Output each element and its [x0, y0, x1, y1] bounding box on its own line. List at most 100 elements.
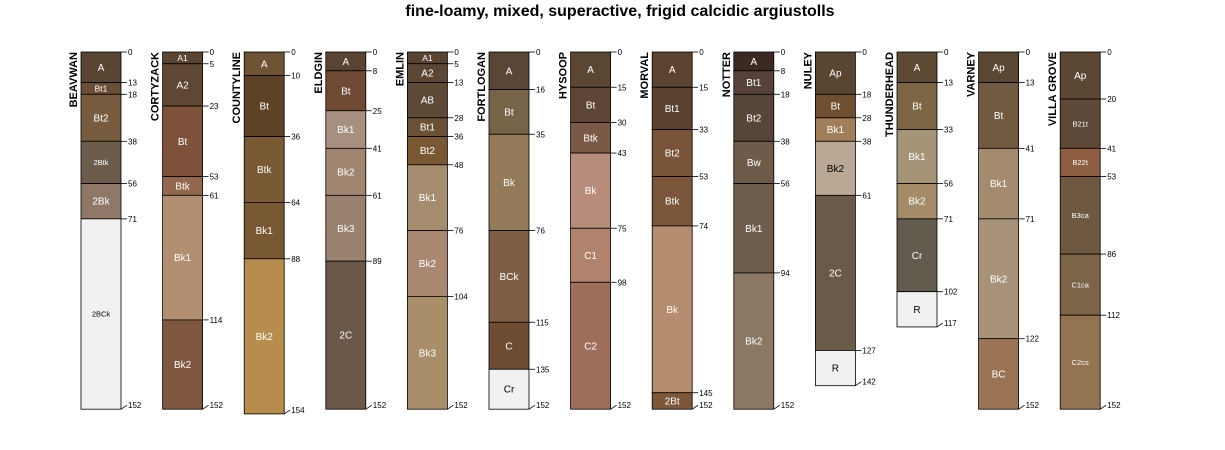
- horizon-label: Bk3: [337, 224, 355, 235]
- horizon-label: Cr: [912, 251, 923, 262]
- horizon-label: BC: [992, 369, 1006, 380]
- depth-label: 38: [128, 137, 137, 146]
- horizon-label: C: [505, 341, 512, 352]
- horizon-label: Cr: [504, 385, 515, 396]
- depth-label: 135: [536, 365, 550, 374]
- depth-tick: [202, 404, 209, 410]
- horizon-label: Bt2: [746, 113, 761, 124]
- depth-label: 18: [128, 90, 137, 99]
- profile-name: ELDGIN: [313, 52, 325, 94]
- horizon-label: B3ca: [1072, 211, 1090, 220]
- depth-label: 41: [373, 144, 382, 153]
- depth-label: 71: [944, 215, 953, 224]
- depth-label: 56: [128, 180, 137, 189]
- depth-tick: [365, 404, 373, 410]
- horizon-ab: [406, 82, 448, 119]
- depth-tick: [691, 404, 699, 410]
- depth-label: 142: [862, 378, 876, 387]
- horizon-bk2: [325, 147, 367, 196]
- depth-label: 0: [128, 48, 133, 57]
- horizon-btk: [243, 136, 285, 203]
- profile-notter: NOTTER A Bt1 Bt2 Bw Bk1 Bk2 0 8 18 38 56 94 152: [721, 48, 795, 410]
- horizon-label: 2BCk: [92, 310, 111, 319]
- depth-tick: [610, 404, 617, 410]
- depth-label: 0: [291, 48, 296, 57]
- depth-tick: [120, 404, 128, 410]
- horizon-bk2: [978, 218, 1019, 340]
- horizon-label: Bt1: [420, 123, 435, 134]
- profile-hysoop: HYSOOP A Bt Btk Bk C1 C2 0 15 30 43 75 98 152: [558, 48, 632, 410]
- depth-label: 152: [210, 401, 224, 410]
- horizon-bt: [978, 82, 1019, 149]
- horizon-label: B21t: [1072, 119, 1088, 128]
- horizon-label: C2cs: [1072, 358, 1089, 367]
- profile-name: FORTLOGAN: [476, 52, 488, 122]
- profile-emlin: EMLIN A1 A2 AB Bt1 Bt2 Bk1 Bk2 Bk3 0 5 13 28 36 48 76 10…: [394, 48, 468, 410]
- horizon-label: Ap: [992, 63, 1005, 74]
- horizon-label: A: [669, 65, 676, 76]
- horizon-bt: [488, 89, 530, 135]
- profile-eldgin: ELDGIN A Bt Bk1 Bk2 Bk3 2C 0 8 25 41 61 89 152: [313, 48, 387, 410]
- horizon-2c: [325, 260, 367, 410]
- depth-label: 30: [618, 119, 627, 128]
- depth-label: 56: [944, 180, 953, 189]
- horizon-bc: [978, 338, 1019, 410]
- horizon-label: Btk: [257, 165, 272, 176]
- horizon-label: 2Bk: [92, 197, 110, 208]
- depth-label: 74: [699, 222, 708, 231]
- horizon-bk: [570, 152, 611, 229]
- horizon-a: [80, 51, 122, 83]
- horizon-a: [651, 51, 693, 88]
- horizon-label: A1: [177, 53, 188, 63]
- horizon-label: Bk2: [256, 332, 274, 343]
- depth-label: 152: [699, 401, 713, 410]
- horizon-label: A: [261, 59, 268, 70]
- horizon-label: Bt: [994, 111, 1004, 122]
- depth-label: 15: [699, 83, 708, 92]
- horizon-label: 2C: [829, 268, 842, 279]
- horizon-bk2: [162, 319, 204, 410]
- profile-name: VILLA GROVE: [1047, 52, 1059, 126]
- depth-label: 114: [210, 316, 223, 325]
- depth-label: 76: [454, 227, 463, 236]
- depth-label: 41: [1026, 144, 1035, 153]
- horizon-label: Bk1: [337, 125, 355, 136]
- depth-label: 152: [618, 401, 632, 410]
- horizon-bk2: [815, 140, 856, 196]
- profile-villa-grove: VILLA GROVE Ap B21t B22t B3ca C1ca C2cs 0 20 41 53…: [1047, 48, 1121, 410]
- horizon-b22t: [1059, 147, 1101, 177]
- depth-label: 13: [128, 79, 137, 88]
- profile-name: THUNDERHEAD: [884, 52, 896, 137]
- horizon-label: C1: [584, 251, 597, 262]
- horizon-label: Bt: [912, 102, 922, 113]
- depth-label: 36: [291, 133, 300, 142]
- horizon-label: Bt: [341, 86, 351, 97]
- horizon-label: Bk1: [419, 193, 437, 204]
- horizon-b3ca: [1059, 176, 1101, 255]
- horizon-label: A: [587, 65, 594, 76]
- profile-cortyzack: CORTYZACK A1 A2 Bt Btk Bk1 Bk2 0 5 23 53 61 114 152: [150, 48, 224, 410]
- horizon-label: Bk3: [419, 348, 437, 359]
- depth-label: 16: [536, 86, 545, 95]
- horizon-bt2: [406, 136, 448, 166]
- horizon-c2cs: [1059, 314, 1101, 410]
- horizon-label: A: [914, 63, 921, 74]
- depth-label: 33: [944, 126, 953, 135]
- horizon-2c: [815, 194, 856, 351]
- depth-label: 152: [536, 401, 550, 410]
- horizon-label: Bt: [504, 107, 514, 118]
- horizon-label: 2Btk: [93, 158, 108, 167]
- depth-label: 38: [781, 137, 790, 146]
- depth-label: 0: [373, 48, 378, 57]
- depth-label: 28: [454, 114, 463, 123]
- depth-label: 5: [210, 60, 215, 69]
- horizon-a: [570, 51, 611, 88]
- depth-label: 152: [128, 401, 142, 410]
- horizon-label: Ap: [829, 69, 842, 80]
- horizon-label: Bw: [747, 158, 762, 169]
- depth-label: 154: [291, 406, 305, 415]
- profile-name: HYSOOP: [558, 52, 570, 99]
- depth-label: 122: [1026, 335, 1040, 344]
- horizon-bk1: [243, 201, 285, 260]
- depth-label: 0: [862, 48, 867, 57]
